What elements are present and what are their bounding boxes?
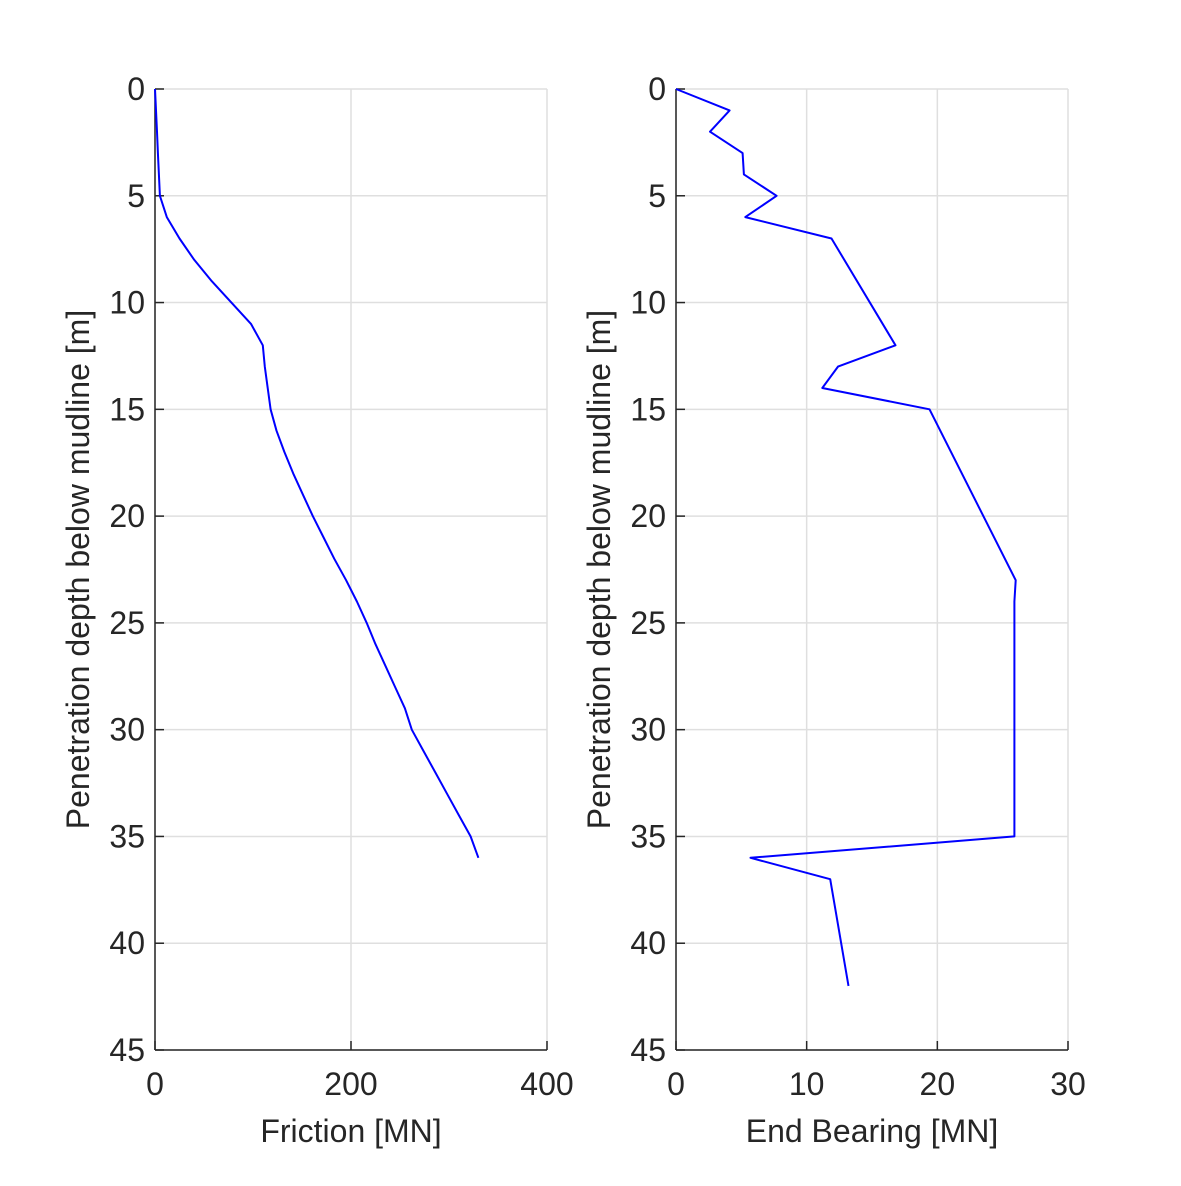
end-bearing-y-tick-label: 15: [630, 391, 666, 427]
friction-y-tick-label: 15: [109, 391, 145, 427]
friction-y-tick-label: 30: [109, 712, 145, 748]
friction-x-tick-label: 0: [146, 1066, 164, 1102]
end-bearing-x-tick-label: 30: [1050, 1066, 1086, 1102]
friction-x-tick-label: 200: [324, 1066, 377, 1102]
end-bearing-x-tick-label: 20: [920, 1066, 956, 1102]
end-bearing-y-tick-label: 35: [630, 818, 666, 854]
friction-x-axis-label: Friction [MN]: [260, 1113, 441, 1149]
end-bearing-y-tick-label: 5: [648, 178, 666, 214]
end-bearing-x-axis-label: End Bearing [MN]: [746, 1113, 999, 1149]
friction-y-tick-label: 45: [109, 1032, 145, 1068]
end-bearing-x-tick-label: 10: [789, 1066, 825, 1102]
end-bearing-x-tick-label: 0: [667, 1066, 685, 1102]
end-bearing-y-tick-label: 40: [630, 925, 666, 961]
friction-series-line-0: [154, 88, 480, 859]
friction-y-tick-label: 0: [127, 71, 145, 107]
friction-y-tick-label: 20: [109, 498, 145, 534]
end-bearing-subplot: 0 10 20 30 0 5 10 15 20 25 30 35 40 45 End Bearing [M…: [581, 71, 1086, 1149]
end-bearing-y-tick-label: 25: [630, 605, 666, 641]
friction-x-tick-label: 400: [520, 1066, 573, 1102]
friction-grid: [154, 88, 548, 1051]
friction-series: [154, 88, 480, 859]
end-bearing-axes-box: [675, 89, 1068, 1051]
end-bearing-y-tick-label: 20: [630, 498, 666, 534]
end-bearing-y-axis-label: Penetration depth below mudline [m]: [581, 310, 617, 829]
friction-y-tick-label: 10: [109, 285, 145, 321]
end-bearing-series: [675, 88, 1017, 987]
end-bearing-series-line-0: [675, 88, 1017, 987]
friction-y-tick-label: 35: [109, 818, 145, 854]
friction-ticks: 0 200 400 0 5 10 15 20 25 30 35 40 45: [109, 71, 573, 1102]
friction-y-axis-label: Penetration depth below mudline [m]: [60, 310, 96, 829]
end-bearing-y-tick-label: 10: [630, 285, 666, 321]
end-bearing-y-tick-label: 30: [630, 712, 666, 748]
end-bearing-y-tick-label: 45: [630, 1032, 666, 1068]
end-bearing-ticks: 0 10 20 30 0 5 10 15 20 25 30 35 40 45: [630, 71, 1085, 1102]
friction-y-tick-label: 5: [127, 178, 145, 214]
end-bearing-y-tick-label: 0: [648, 71, 666, 107]
friction-y-tick-label: 25: [109, 605, 145, 641]
friction-y-tick-label: 40: [109, 925, 145, 961]
